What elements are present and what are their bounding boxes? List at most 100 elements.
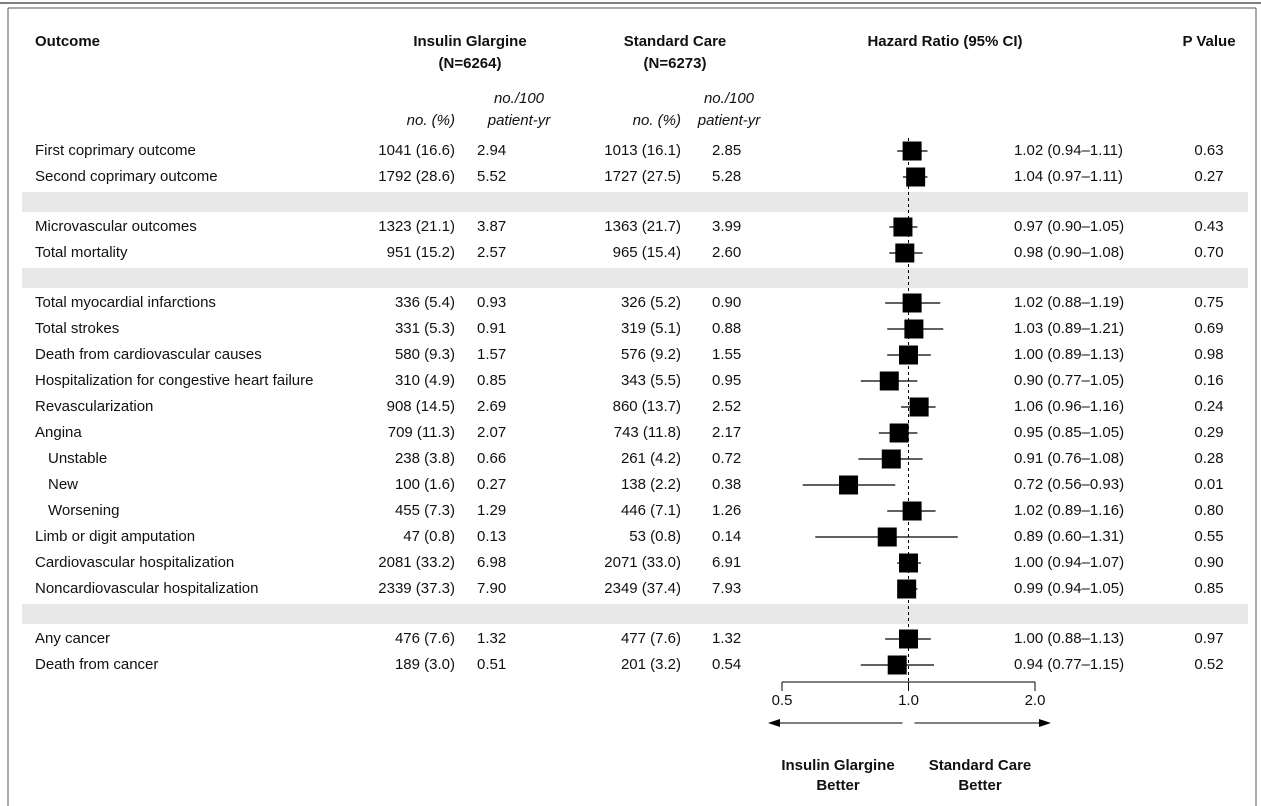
rate-cell: 2.94 — [477, 142, 506, 159]
rate-cell: 0.88 — [712, 320, 741, 337]
rate-cell: 1.32 — [477, 630, 506, 647]
hr-marker — [906, 167, 926, 187]
hr-cell: 1.02 (0.88–1.19) — [1014, 294, 1124, 311]
outcome-label: Hospitalization for congestive heart fai… — [35, 372, 313, 389]
count-cell: 261 (4.2) — [621, 450, 681, 467]
rate-cell: 7.90 — [477, 580, 506, 597]
count-cell: 201 (3.2) — [621, 656, 681, 673]
count-cell: 1013 (16.1) — [604, 142, 681, 159]
hr-cell: 1.02 (0.94–1.11) — [1014, 142, 1123, 159]
hr-marker — [909, 397, 929, 417]
separator-band — [22, 604, 1248, 624]
p-value-cell: 0.24 — [1194, 398, 1223, 415]
rate-cell: 1.26 — [712, 502, 741, 519]
count-cell: 319 (5.1) — [621, 320, 681, 337]
count-cell: 951 (15.2) — [387, 244, 455, 261]
outcome-label: First coprimary outcome — [35, 142, 196, 159]
count-cell: 580 (9.3) — [395, 346, 455, 363]
subheader: patient-yr — [487, 112, 552, 129]
hr-marker — [899, 345, 918, 365]
count-cell: 189 (3.0) — [395, 656, 455, 673]
outcome-label: Cardiovascular hospitalization — [35, 554, 234, 571]
count-cell: 1363 (21.7) — [604, 218, 681, 235]
p-value-cell: 0.75 — [1194, 294, 1223, 311]
hr-marker — [897, 579, 917, 599]
hr-marker — [839, 475, 859, 495]
outcome-label: Worsening — [48, 502, 119, 519]
direction-label: Better — [816, 777, 860, 794]
header: (N=6273) — [644, 55, 707, 72]
x-tick-label: 0.5 — [772, 692, 793, 709]
rate-cell: 2.52 — [712, 398, 741, 415]
header: P Value — [1182, 33, 1235, 50]
separator-band — [22, 192, 1248, 212]
count-cell: 53 (0.8) — [629, 528, 681, 545]
rate-cell: 2.85 — [712, 142, 741, 159]
p-value-cell: 0.55 — [1194, 528, 1223, 545]
p-value-cell: 0.01 — [1194, 476, 1223, 493]
count-cell: 908 (14.5) — [387, 398, 455, 415]
x-tick-label: 1.0 — [898, 692, 919, 709]
p-value-cell: 0.69 — [1194, 320, 1223, 337]
header: Hazard Ratio (95% CI) — [867, 33, 1022, 50]
p-value-cell: 0.27 — [1194, 168, 1223, 185]
count-cell: 965 (15.4) — [613, 244, 681, 261]
subheader: patient-yr — [697, 112, 762, 129]
arrow-head — [768, 719, 780, 727]
hr-cell: 1.04 (0.97–1.11) — [1014, 168, 1123, 185]
outcome-label: Death from cancer — [35, 656, 158, 673]
rate-cell: 0.72 — [712, 450, 741, 467]
outcome-label: Limb or digit amputation — [35, 528, 195, 545]
rate-cell: 2.07 — [477, 424, 506, 441]
outcome-label: Angina — [35, 424, 82, 441]
rate-cell: 7.93 — [712, 580, 741, 597]
rate-cell: 0.95 — [712, 372, 741, 389]
outcome-label: Total myocardial infarctions — [35, 294, 216, 311]
arrow-head — [1039, 719, 1051, 727]
hr-marker — [902, 293, 922, 313]
hr-marker — [877, 527, 897, 547]
rate-cell: 0.38 — [712, 476, 741, 493]
hr-cell: 0.97 (0.90–1.05) — [1014, 218, 1124, 235]
p-value-cell: 0.98 — [1194, 346, 1223, 363]
rate-cell: 6.91 — [712, 554, 741, 571]
p-value-cell: 0.16 — [1194, 372, 1223, 389]
hr-cell: 1.00 (0.88–1.13) — [1014, 630, 1124, 647]
rate-cell: 3.87 — [477, 218, 506, 235]
count-cell: 477 (7.6) — [621, 630, 681, 647]
header: Standard Care — [624, 33, 727, 50]
hr-cell: 0.72 (0.56–0.93) — [1014, 476, 1124, 493]
hr-marker — [899, 553, 918, 573]
rate-cell: 0.91 — [477, 320, 506, 337]
count-cell: 709 (11.3) — [388, 424, 455, 441]
rate-cell: 0.54 — [712, 656, 741, 673]
outcome-label: Unstable — [48, 450, 107, 467]
hr-marker — [881, 449, 901, 469]
rate-cell: 0.85 — [477, 372, 506, 389]
count-cell: 1323 (21.1) — [378, 218, 455, 235]
outcome-label: Total mortality — [35, 244, 128, 261]
p-value-cell: 0.43 — [1194, 218, 1223, 235]
outcome-label: New — [48, 476, 78, 493]
header: (N=6264) — [439, 55, 502, 72]
p-value-cell: 0.85 — [1194, 580, 1223, 597]
p-value-cell: 0.80 — [1194, 502, 1223, 519]
count-cell: 2071 (33.0) — [604, 554, 681, 571]
hr-cell: 1.03 (0.89–1.21) — [1014, 320, 1124, 337]
count-cell: 455 (7.3) — [395, 502, 455, 519]
hr-cell: 1.06 (0.96–1.16) — [1014, 398, 1124, 415]
rate-cell: 0.66 — [477, 450, 506, 467]
rate-cell: 0.27 — [477, 476, 506, 493]
rate-cell: 6.98 — [477, 554, 506, 571]
p-value-cell: 0.97 — [1194, 630, 1223, 647]
count-cell: 476 (7.6) — [395, 630, 455, 647]
count-cell: 138 (2.2) — [621, 476, 681, 493]
separator-band — [22, 268, 1248, 288]
rate-cell: 2.17 — [712, 424, 741, 441]
rate-cell: 5.52 — [477, 168, 506, 185]
rate-cell: 5.28 — [712, 168, 741, 185]
hr-cell: 0.91 (0.76–1.08) — [1014, 450, 1124, 467]
rate-cell: 2.69 — [477, 398, 506, 415]
